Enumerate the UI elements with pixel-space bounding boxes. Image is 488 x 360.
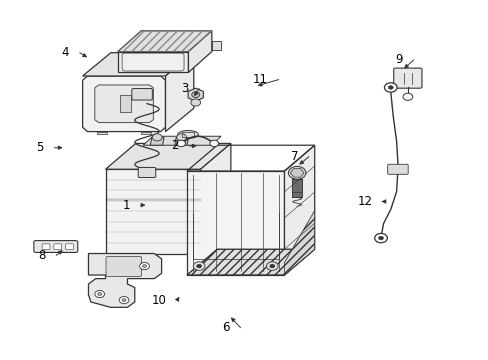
Polygon shape [174,137,188,145]
Polygon shape [97,132,107,134]
Text: 11: 11 [252,73,267,86]
Circle shape [98,293,102,296]
Polygon shape [95,85,153,123]
Polygon shape [200,143,230,253]
Polygon shape [105,169,200,253]
FancyBboxPatch shape [138,167,156,177]
Circle shape [140,262,149,270]
Polygon shape [141,132,151,134]
Polygon shape [188,88,203,101]
Text: 12: 12 [357,195,371,208]
Polygon shape [290,168,304,177]
Polygon shape [118,51,188,72]
Text: 2: 2 [171,139,178,152]
FancyBboxPatch shape [387,164,407,174]
Circle shape [209,140,218,147]
Polygon shape [186,249,314,275]
Polygon shape [82,53,193,76]
Polygon shape [211,41,220,50]
Text: 1: 1 [122,199,130,212]
Text: 8: 8 [38,249,45,262]
Polygon shape [284,211,314,275]
Text: 6: 6 [222,321,229,334]
Polygon shape [120,95,130,112]
Circle shape [384,83,396,92]
Polygon shape [118,31,211,51]
Circle shape [142,265,146,267]
Text: 3: 3 [181,82,188,95]
Ellipse shape [178,131,198,138]
Text: 5: 5 [36,141,43,154]
Circle shape [288,166,305,179]
Circle shape [190,99,200,106]
Circle shape [196,264,201,268]
Text: 9: 9 [395,53,402,66]
Polygon shape [88,253,161,307]
Polygon shape [284,145,314,275]
FancyBboxPatch shape [54,244,61,249]
Circle shape [193,262,204,270]
FancyBboxPatch shape [34,240,78,252]
Text: 7: 7 [290,150,298,163]
Circle shape [122,299,126,302]
Circle shape [152,134,162,141]
Text: 4: 4 [61,46,69,59]
Text: 10: 10 [151,294,166,307]
Circle shape [269,264,274,268]
FancyBboxPatch shape [65,244,73,249]
Circle shape [119,297,129,304]
Circle shape [402,93,412,100]
Circle shape [176,134,186,141]
FancyBboxPatch shape [393,68,421,88]
Polygon shape [188,31,211,72]
Polygon shape [165,53,193,132]
Polygon shape [143,136,221,145]
Circle shape [95,291,104,298]
Circle shape [387,86,392,89]
Polygon shape [150,137,163,145]
Circle shape [266,262,278,270]
FancyBboxPatch shape [132,89,152,100]
Polygon shape [186,171,284,275]
Circle shape [378,236,383,240]
Circle shape [191,92,199,98]
Polygon shape [82,76,165,132]
FancyBboxPatch shape [106,256,142,276]
Circle shape [176,140,185,147]
Polygon shape [105,143,230,169]
Circle shape [374,233,386,243]
FancyBboxPatch shape [42,244,50,249]
